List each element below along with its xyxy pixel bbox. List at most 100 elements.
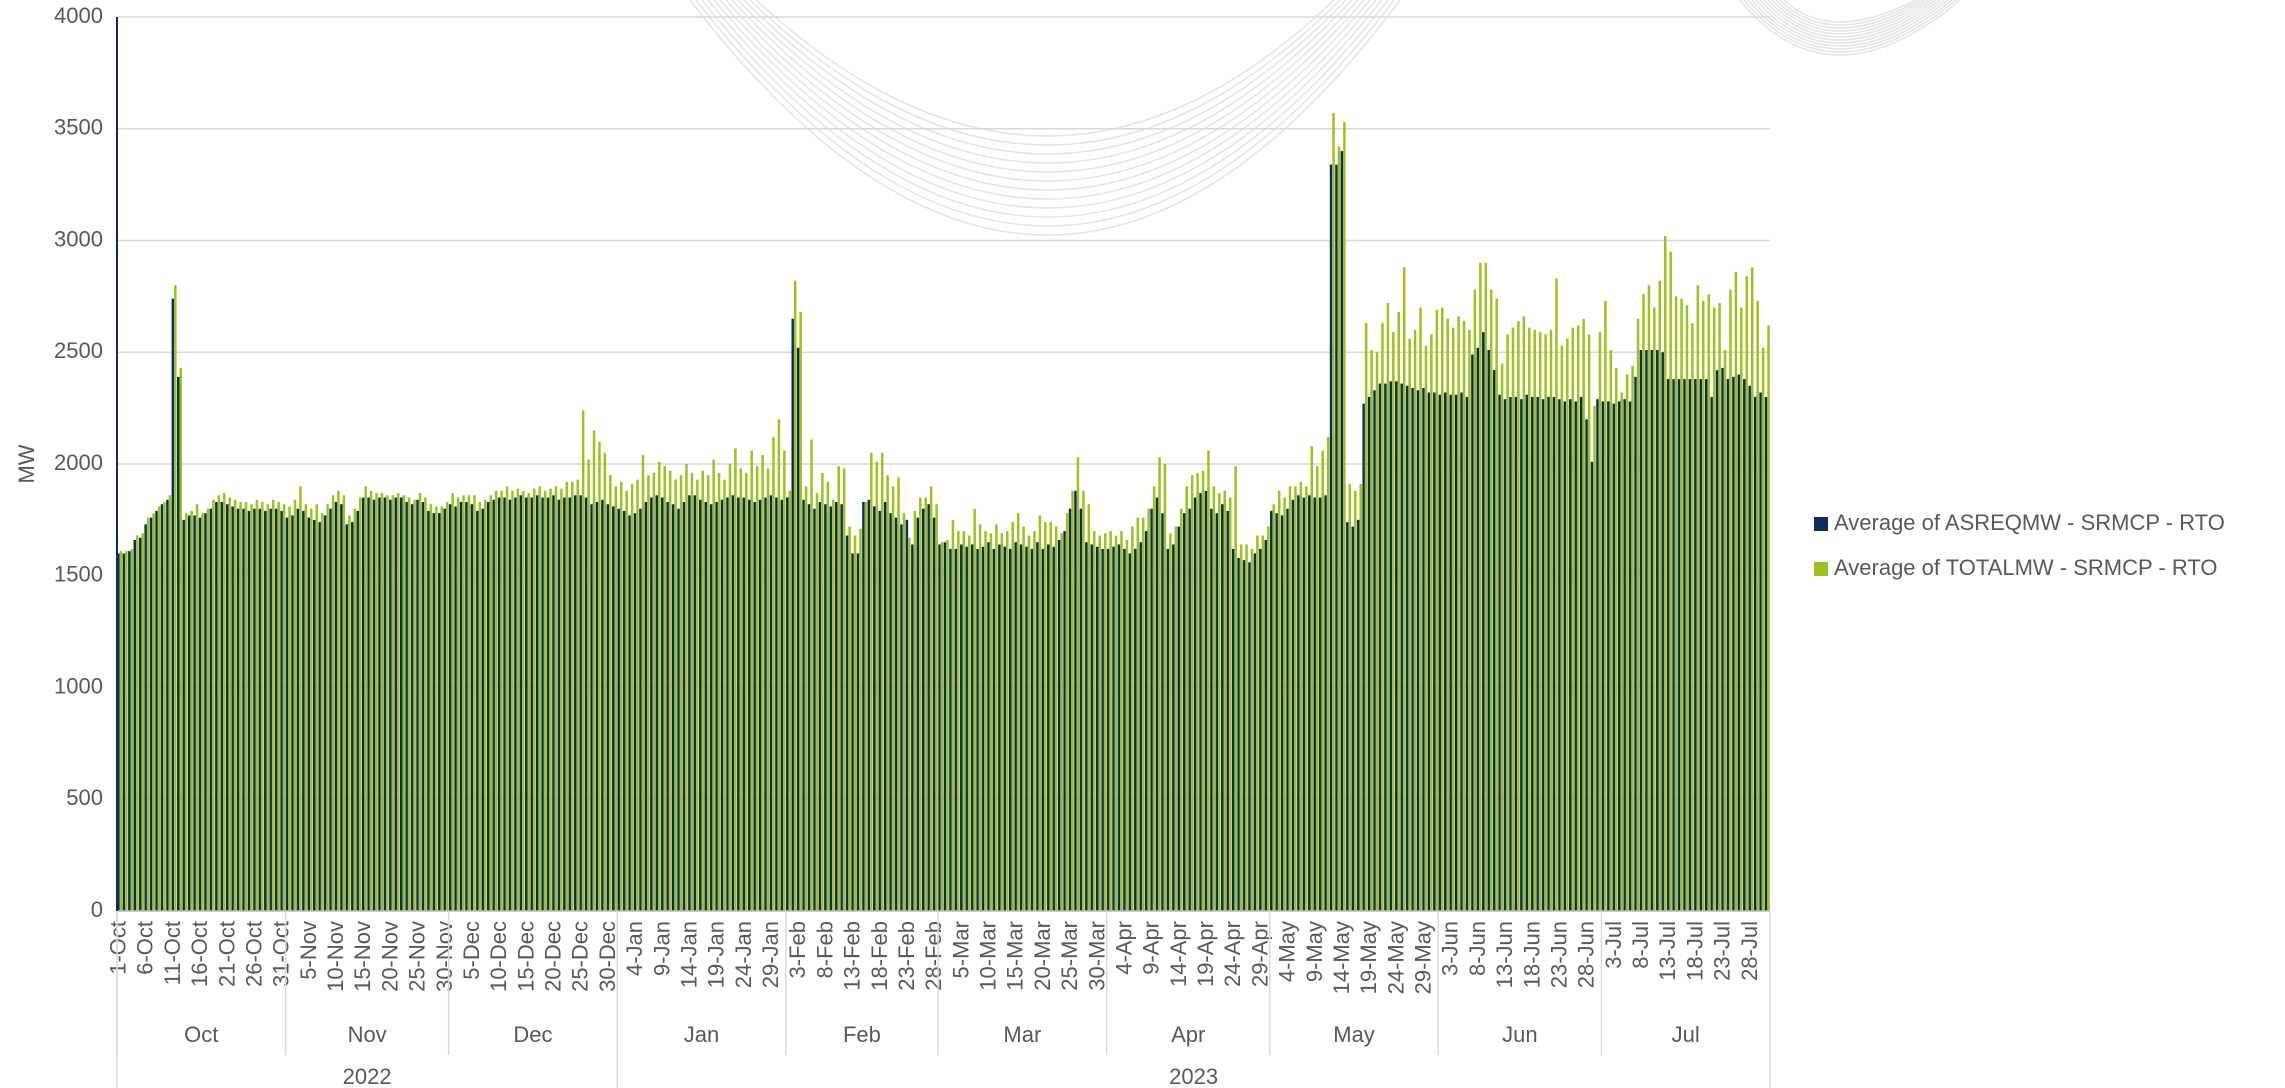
x-tick-label: 13-Jul bbox=[1655, 921, 1680, 981]
bar bbox=[1400, 383, 1403, 911]
bar bbox=[723, 479, 726, 911]
bar bbox=[1036, 542, 1039, 911]
bar bbox=[1759, 392, 1762, 912]
bar bbox=[1487, 350, 1490, 911]
bar bbox=[1721, 367, 1724, 911]
bar bbox=[998, 544, 1001, 911]
bar bbox=[312, 519, 316, 911]
bar bbox=[1011, 522, 1014, 911]
bar bbox=[1514, 396, 1518, 911]
bar bbox=[1435, 309, 1439, 911]
bar bbox=[1114, 535, 1118, 911]
bar bbox=[1723, 350, 1727, 911]
bar bbox=[1533, 329, 1536, 911]
bar bbox=[1188, 508, 1191, 911]
bar bbox=[960, 544, 963, 911]
bar bbox=[951, 519, 955, 911]
legend-swatch bbox=[1814, 562, 1828, 576]
bar bbox=[1177, 526, 1181, 911]
month-label: Feb bbox=[843, 1022, 881, 1047]
bar bbox=[198, 517, 202, 911]
bar bbox=[364, 486, 367, 911]
bar bbox=[1411, 388, 1414, 911]
bar bbox=[1000, 533, 1004, 911]
x-tick-label: 4-May bbox=[1275, 921, 1300, 982]
x-tick-label: 14-Apr bbox=[1166, 921, 1191, 987]
bar bbox=[494, 490, 498, 911]
bar bbox=[1636, 318, 1640, 912]
bar bbox=[304, 504, 308, 911]
bar bbox=[1381, 323, 1384, 911]
bar bbox=[473, 495, 476, 911]
bar bbox=[117, 553, 120, 911]
bar bbox=[1207, 450, 1210, 911]
bar bbox=[1576, 325, 1580, 911]
bar bbox=[1199, 493, 1202, 911]
bar bbox=[557, 499, 561, 911]
bar bbox=[470, 504, 474, 911]
bar bbox=[1196, 472, 1199, 911]
bar bbox=[1152, 486, 1156, 911]
bar bbox=[987, 542, 990, 911]
bar bbox=[1405, 385, 1409, 911]
bar bbox=[889, 513, 892, 911]
x-tick-label: 28-Jun bbox=[1574, 921, 1599, 988]
bar bbox=[438, 513, 441, 911]
bar bbox=[793, 280, 797, 912]
bar bbox=[489, 495, 492, 911]
x-tick-label: 5-Nov bbox=[296, 921, 321, 980]
bar bbox=[1715, 370, 1719, 911]
decor-arc bbox=[1767, 0, 1933, 35]
bar bbox=[1509, 396, 1512, 911]
x-tick-label: 26-Oct bbox=[241, 921, 266, 987]
bar bbox=[1248, 562, 1251, 911]
bar bbox=[522, 490, 525, 911]
bar bbox=[1419, 307, 1422, 911]
x-tick-label: 13-Jun bbox=[1492, 921, 1517, 988]
decor-arc bbox=[1771, 0, 1929, 32]
bar bbox=[965, 546, 968, 911]
bar bbox=[967, 535, 971, 911]
bar bbox=[970, 544, 974, 911]
bar bbox=[1057, 539, 1061, 911]
bar bbox=[119, 551, 123, 911]
bar bbox=[897, 477, 900, 911]
bar bbox=[1492, 370, 1496, 911]
x-tick-label: 6-Oct bbox=[133, 921, 158, 975]
bar bbox=[799, 312, 802, 911]
decor-arc bbox=[743, 0, 1347, 155]
bar bbox=[1348, 484, 1352, 911]
bar bbox=[1291, 499, 1295, 911]
bar bbox=[1384, 383, 1387, 911]
bar bbox=[924, 497, 927, 911]
bar bbox=[1065, 513, 1069, 911]
decor-arc bbox=[1755, 0, 1945, 44]
bar bbox=[554, 486, 558, 911]
bar bbox=[1016, 513, 1020, 911]
bar bbox=[331, 495, 335, 911]
bar bbox=[427, 510, 430, 911]
bar bbox=[1362, 403, 1365, 911]
bar bbox=[644, 501, 648, 911]
bar bbox=[1288, 486, 1292, 911]
bar bbox=[1761, 347, 1765, 911]
bar bbox=[1259, 548, 1262, 911]
bar bbox=[984, 531, 987, 911]
bar bbox=[532, 488, 536, 911]
bar bbox=[1370, 350, 1373, 911]
x-tick-label: 24-Apr bbox=[1220, 921, 1245, 987]
bar bbox=[1541, 399, 1545, 911]
x-tick-label: 23-Feb bbox=[894, 921, 919, 991]
bar bbox=[668, 470, 672, 911]
bar bbox=[728, 464, 732, 911]
bar bbox=[1617, 401, 1621, 911]
bar bbox=[813, 508, 816, 911]
bar bbox=[1375, 352, 1379, 911]
bar bbox=[424, 497, 427, 911]
bar bbox=[1367, 396, 1371, 911]
bar bbox=[1593, 405, 1596, 911]
bar bbox=[916, 517, 920, 911]
bar bbox=[391, 495, 395, 911]
y-axis-label: MW bbox=[14, 444, 39, 483]
